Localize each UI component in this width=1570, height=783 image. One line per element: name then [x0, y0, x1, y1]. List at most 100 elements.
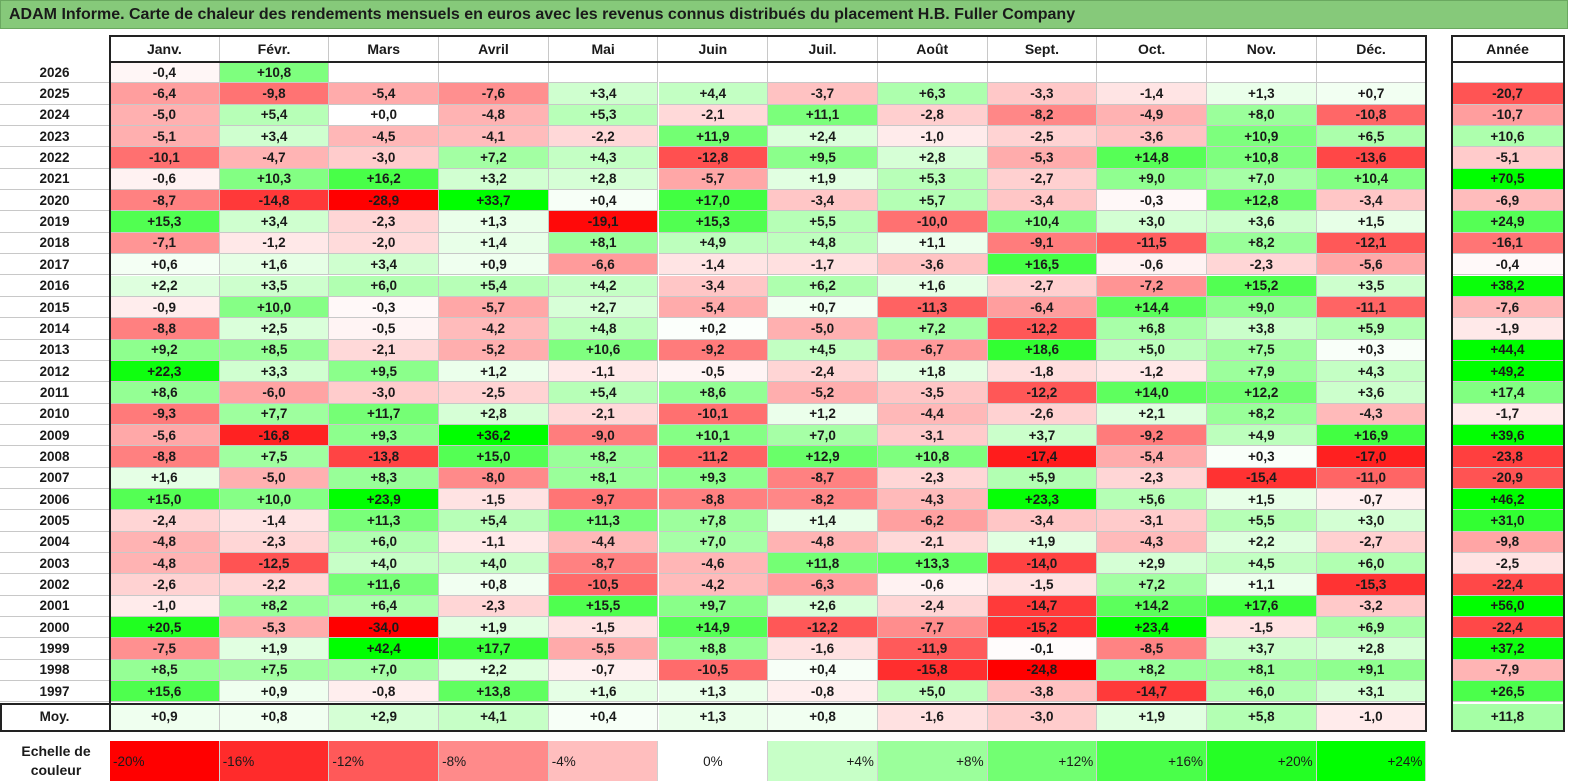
heatmap-cell: -14,7 — [1097, 681, 1207, 703]
heatmap-cell: +5,4 — [439, 275, 549, 297]
heatmap-cell: -5,4 — [658, 296, 769, 319]
annual-cell: +39,6 — [1452, 424, 1564, 447]
heatmap-cell: -2,7 — [987, 275, 1098, 297]
year-label: 2024 — [0, 104, 110, 127]
annual-cell: +37,2 — [1452, 638, 1564, 660]
heatmap-cell — [329, 62, 440, 84]
heatmap-cell: -5,6 — [110, 424, 220, 447]
heatmap-cell: -3,3 — [987, 83, 1098, 105]
title-bar: ADAM Informe. Carte de chaleur des rende… — [0, 0, 1568, 29]
color-scale-label: Echelle de couleur — [21, 743, 91, 778]
heatmap-cell: +8,3 — [329, 467, 440, 489]
heatmap-cell: -0,3 — [1097, 190, 1207, 212]
heatmap-cell: +10,3 — [219, 168, 330, 191]
average-cell: +5,8 — [1207, 703, 1317, 731]
heatmap-cell: -0,7 — [1316, 489, 1427, 511]
heatmap-cell: +5,4 — [439, 510, 549, 532]
heatmap-cell: -5,6 — [1316, 254, 1427, 276]
heatmap-cell: +5,9 — [987, 467, 1098, 489]
annual-cell: -2,5 — [1452, 553, 1564, 575]
heatmap-cell: -0,6 — [877, 574, 988, 596]
average-cell: +0,9 — [110, 703, 220, 731]
heatmap-cell: -1,1 — [548, 360, 659, 383]
heatmap-cell: -8,8 — [110, 446, 220, 468]
heatmap-cell: +3,2 — [439, 168, 549, 191]
heatmap-cell: -2,8 — [877, 104, 988, 127]
heatmap-cell: -5,1 — [110, 126, 220, 148]
heatmap-cell: -11,9 — [877, 638, 988, 660]
heatmap-cell: +7,7 — [219, 403, 330, 425]
heatmap-cell: +0,6 — [110, 254, 220, 276]
heatmap-cell: +6,4 — [329, 595, 440, 618]
heatmap-cell: -1,5 — [548, 617, 659, 639]
heatmap-cell: -11,5 — [1097, 232, 1207, 255]
heatmap-cell: +42,4 — [329, 638, 440, 660]
heatmap-cell: -2,3 — [1207, 254, 1317, 276]
heatmap-cell: -17,4 — [987, 446, 1098, 468]
heatmap-cell: -12,8 — [658, 147, 769, 169]
heatmap-cell: +2,5 — [219, 318, 330, 340]
heatmap-cell: -0,4 — [110, 62, 220, 84]
heatmap-cell: +1,5 — [1316, 211, 1427, 233]
heatmap-cell: -5,7 — [658, 168, 769, 191]
annual-cell: +24,9 — [1452, 211, 1564, 233]
year-label: 2016 — [0, 275, 110, 297]
heatmap-cell: +5,5 — [768, 211, 878, 233]
average-cell: +4,1 — [439, 703, 549, 731]
heatmap-cell — [548, 62, 659, 84]
heatmap-cell: -6,6 — [548, 254, 659, 276]
annual-cell: -1,9 — [1452, 318, 1564, 340]
heatmap-cell: -5,0 — [768, 318, 878, 340]
heatmap-cell: -4,1 — [439, 126, 549, 148]
heatmap-cell: +11,9 — [658, 126, 769, 148]
heatmap-cell: -6,3 — [768, 574, 878, 596]
heatmap-cell: +36,2 — [439, 424, 549, 447]
heatmap-cell: -3,1 — [1097, 510, 1207, 532]
heatmap-cell: -4,6 — [658, 553, 769, 575]
heatmap-cell: +1,3 — [1207, 83, 1317, 105]
heatmap-cell: +14,4 — [1097, 296, 1207, 319]
average-cell: -1,6 — [877, 703, 988, 731]
heatmap-cell: +8,2 — [1097, 659, 1207, 682]
heatmap-cell: -2,6 — [110, 574, 220, 596]
heatmap-cell: +11,6 — [329, 574, 440, 596]
heatmap-cell: -4,8 — [439, 104, 549, 127]
heatmap-cell: -2,7 — [1316, 531, 1427, 554]
heatmap-cell: +1,5 — [1207, 489, 1317, 511]
heatmap-cell: +1,9 — [439, 617, 549, 639]
heatmap-cell: +1,3 — [439, 211, 549, 233]
year-label: 2007 — [0, 467, 110, 489]
heatmap-cell: -2,0 — [329, 232, 440, 255]
column-header: Mai — [548, 36, 659, 62]
heatmap-cell: -2,7 — [987, 168, 1098, 191]
heatmap-cell: -1,0 — [877, 126, 988, 148]
heatmap-cell: -4,3 — [877, 489, 988, 511]
heatmap-cell: -8,8 — [658, 489, 769, 511]
year-label: 2025 — [0, 83, 110, 105]
heatmap-cell: +13,3 — [877, 553, 988, 575]
heatmap-cell: +10,4 — [1316, 168, 1427, 191]
heatmap-cell: -2,3 — [329, 211, 440, 233]
annual-cell: +31,0 — [1452, 510, 1564, 532]
heatmap-cell: -5,4 — [329, 83, 440, 105]
color-scale-stop: -20% — [110, 741, 220, 781]
heatmap-cell: -1,2 — [219, 232, 330, 255]
heatmap-cell: +9,5 — [329, 360, 440, 383]
heatmap-cell: +1,2 — [768, 403, 878, 425]
heatmap-cell: +1,2 — [439, 360, 549, 383]
year-label: 2000 — [0, 617, 110, 639]
heatmap-cell: -5,3 — [987, 147, 1098, 169]
heatmap-cell: -8,2 — [768, 489, 878, 511]
heatmap-cell: -4,8 — [110, 531, 220, 554]
year-label: 2015 — [0, 296, 110, 319]
heatmap-cell: -9,0 — [548, 424, 659, 447]
year-label: 2018 — [0, 232, 110, 255]
column-header: Avril — [439, 36, 549, 62]
year-label: 2004 — [0, 531, 110, 554]
heatmap-cell: +5,9 — [1316, 318, 1427, 340]
heatmap-cell: +8,2 — [219, 595, 330, 618]
heatmap-cell: +10,4 — [987, 211, 1098, 233]
heatmap-cell: -11,0 — [1316, 467, 1427, 489]
heatmap-cell: +10,0 — [219, 489, 330, 511]
average-cell: +2,9 — [329, 703, 440, 731]
